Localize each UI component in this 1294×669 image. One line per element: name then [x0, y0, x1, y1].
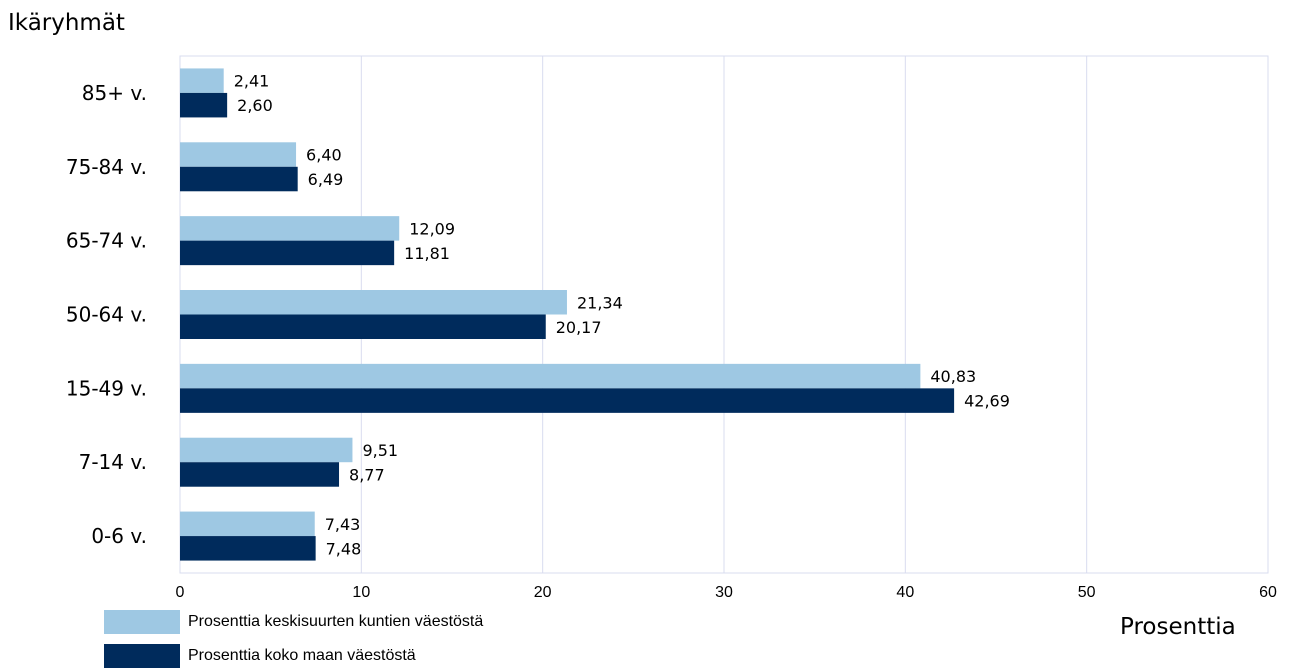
y-category-label: 0-6 v. [91, 524, 147, 548]
data-label-series-1: 40,83 [930, 367, 976, 386]
data-label-series-2: 2,60 [237, 96, 273, 115]
legend-label-series-1: Prosenttia keskisuurten kuntien väestöst… [188, 613, 484, 630]
x-tick-label: 0 [176, 584, 185, 601]
data-label-series-1: 9,51 [362, 441, 398, 460]
y-axis-title: Ikäryhmät [8, 10, 125, 36]
bar-series-1 [180, 216, 400, 241]
x-tick-label: 40 [896, 584, 914, 601]
data-label-series-1: 21,34 [577, 293, 623, 312]
y-category-label: 85+ v. [82, 81, 147, 105]
legend-item-series-2: Prosenttia koko maan väestöstä [104, 643, 416, 669]
x-axis-title: Prosenttia [1120, 614, 1236, 640]
y-category-label: 50-64 v. [66, 303, 147, 327]
bar-series-1 [180, 290, 567, 315]
bar-series-1 [180, 511, 315, 537]
data-label-series-1: 12,09 [409, 219, 455, 238]
bar-series-2 [180, 240, 395, 266]
y-category-label: 65-74 v. [66, 229, 147, 253]
data-label-series-2: 6,49 [308, 170, 344, 189]
bar-series-2 [180, 388, 955, 413]
x-tick-label: 60 [1259, 584, 1277, 601]
bar-series-2 [180, 462, 340, 487]
x-tick-label: 50 [1078, 584, 1096, 601]
y-category-label: 75-84 v. [66, 155, 147, 179]
data-label-series-2: 11,81 [404, 244, 450, 263]
data-label-series-2: 7,48 [326, 539, 362, 558]
legend-swatch-series-2 [104, 644, 180, 668]
bar-series-1 [180, 363, 921, 389]
x-tick-label: 20 [534, 584, 552, 601]
bar-series-2 [180, 166, 298, 192]
bar-series-1 [180, 437, 353, 463]
data-label-series-2: 8,77 [349, 465, 385, 484]
bar-series-1 [180, 68, 224, 93]
legend-item-series-1: Prosenttia keskisuurten kuntien väestöst… [104, 609, 483, 635]
bar-series-1 [180, 142, 297, 167]
data-label-series-1: 6,40 [306, 146, 342, 165]
x-tick-label: 10 [352, 584, 370, 601]
y-category-label: 7-14 v. [79, 450, 147, 474]
data-label-series-1: 2,41 [234, 72, 270, 91]
data-label-series-2: 20,17 [556, 318, 602, 337]
x-tick-label: 30 [715, 584, 733, 601]
y-category-label: 15-49 v. [66, 376, 147, 400]
legend-label-series-2: Prosenttia koko maan väestöstä [188, 647, 416, 664]
legend-swatch-series-1 [104, 610, 180, 634]
bar-series-2 [180, 536, 316, 561]
bar-series-2 [180, 314, 546, 339]
bar-series-2 [180, 92, 228, 118]
data-label-series-2: 42,69 [964, 392, 1010, 411]
data-label-series-1: 7,43 [325, 515, 361, 534]
